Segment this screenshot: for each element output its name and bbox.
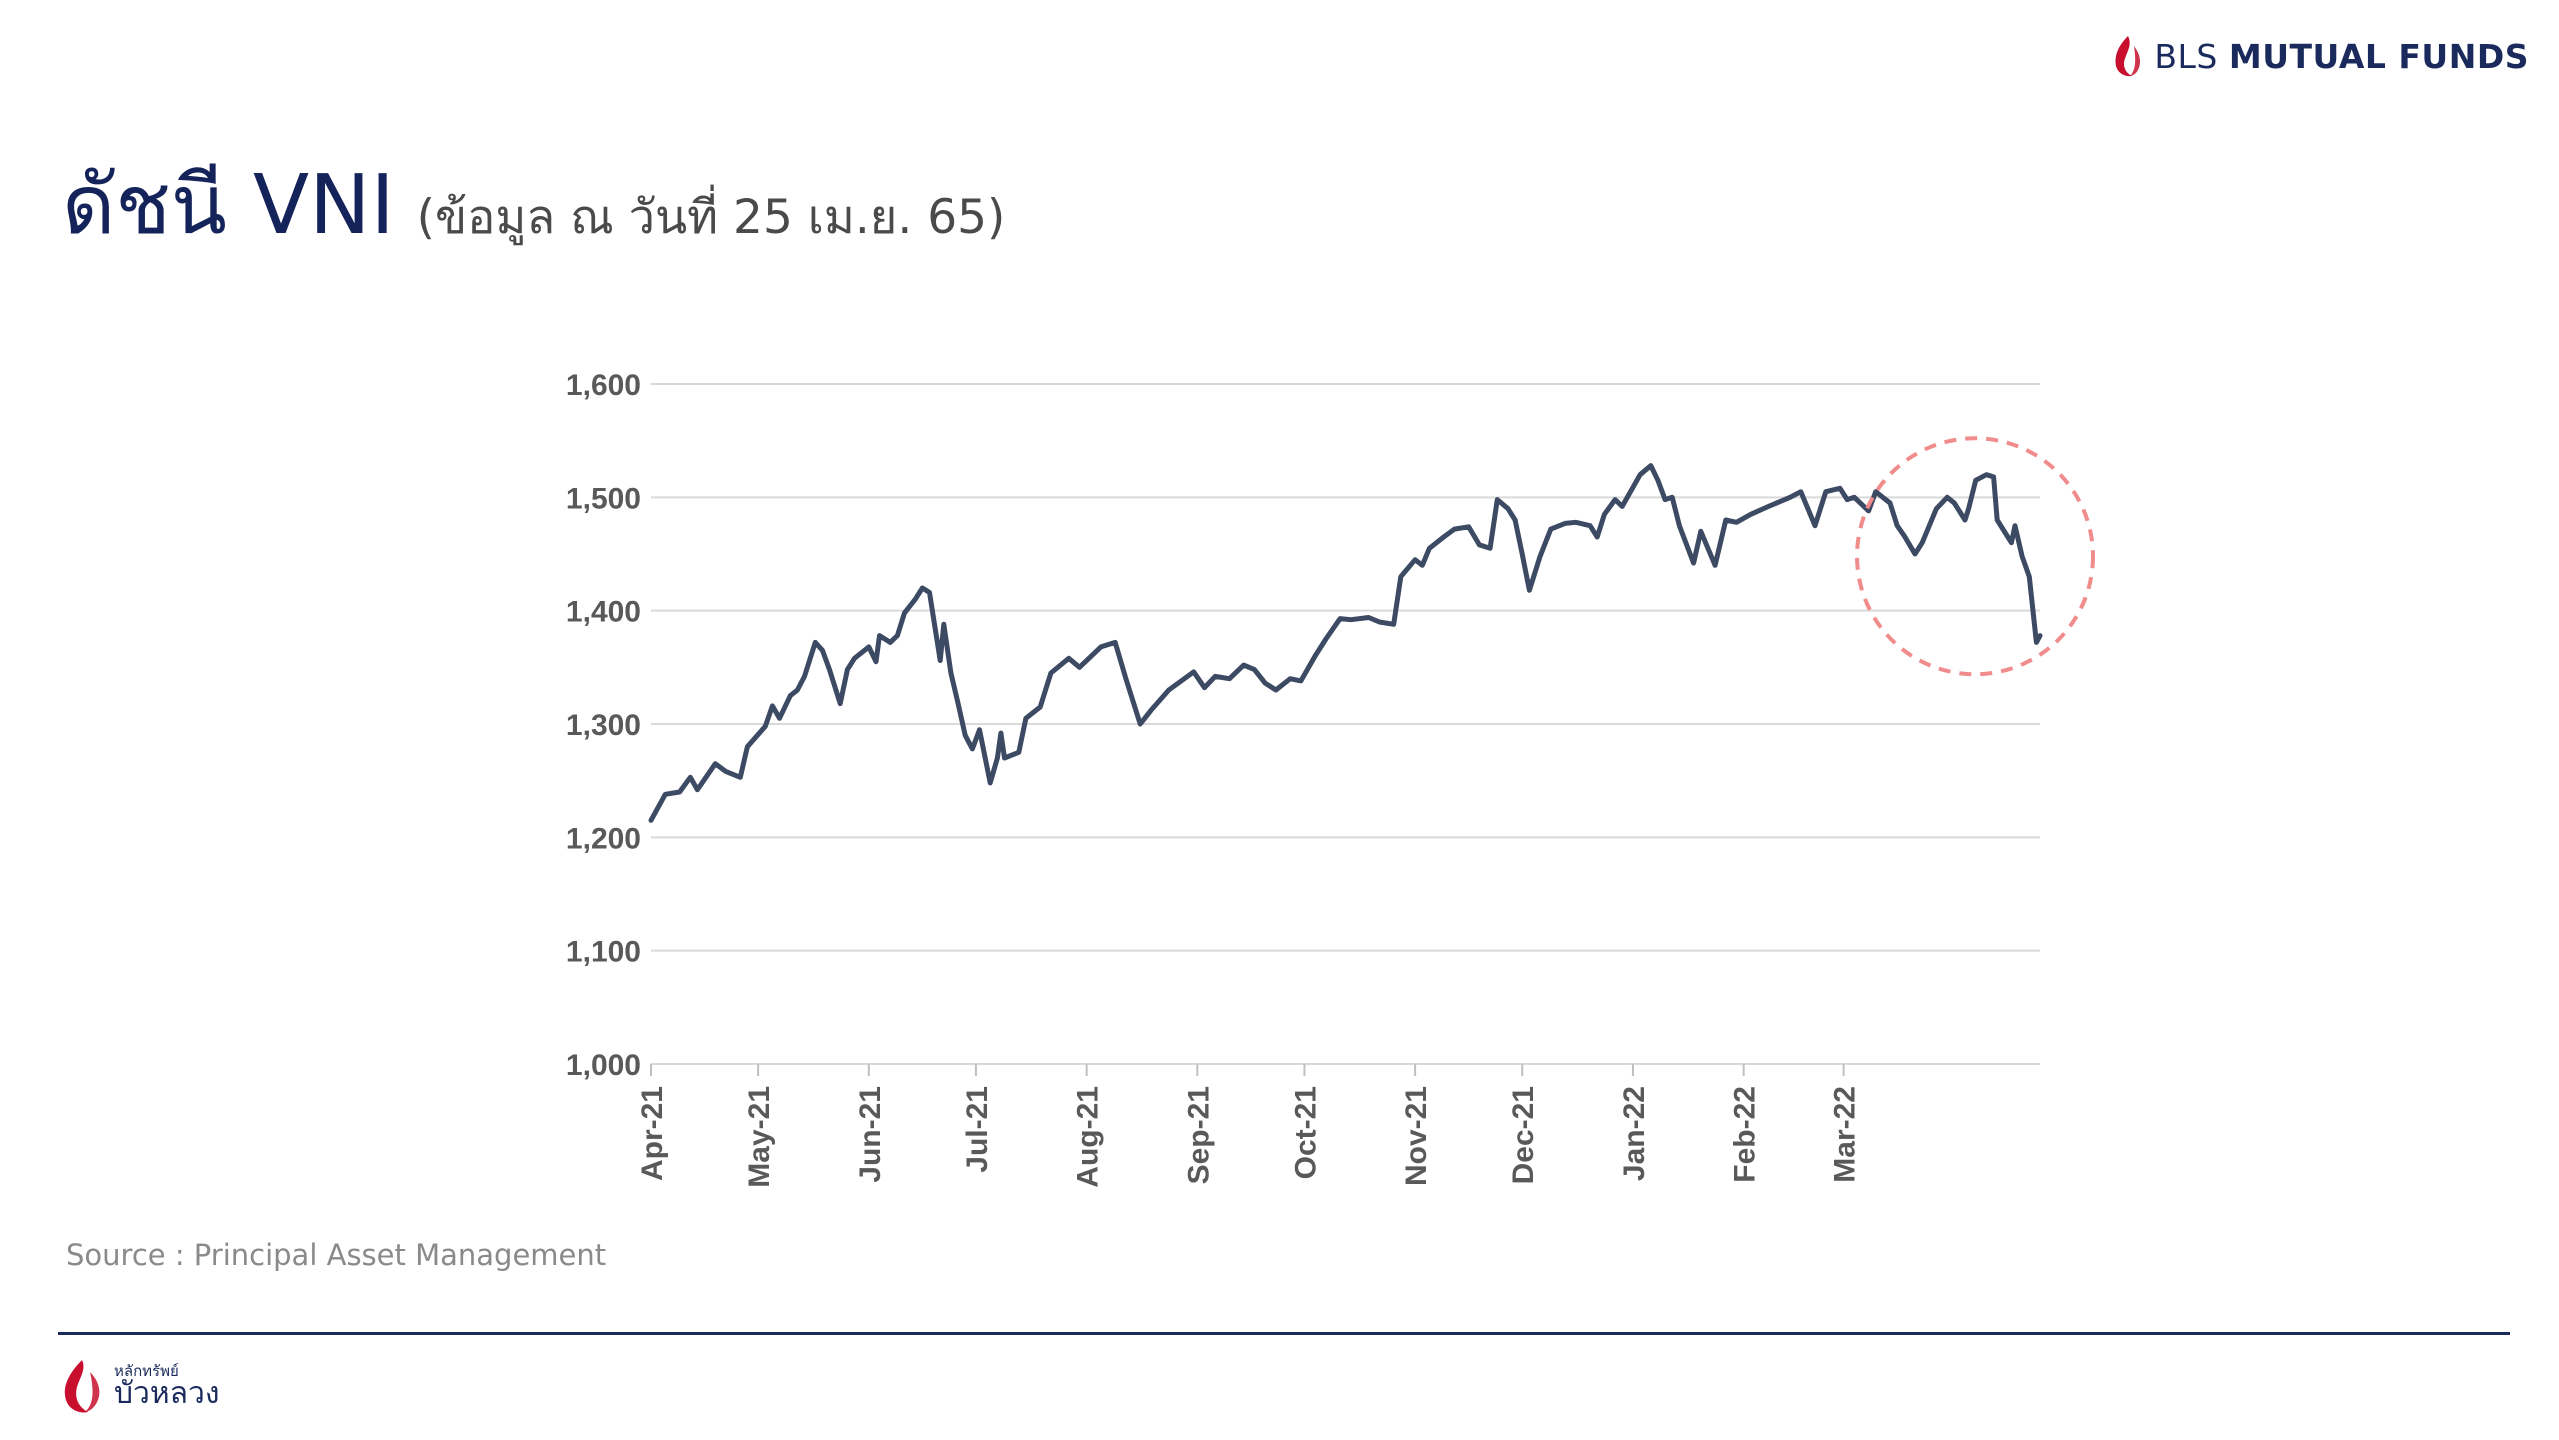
y-tick-label: 1,000 <box>566 1049 641 1082</box>
footer-divider <box>58 1332 2510 1335</box>
footer-logo-text: หลักทรัพย์ บัวหลวง <box>114 1363 220 1409</box>
x-tick-label: Aug-21 <box>1072 1086 1105 1188</box>
brand-header: BLS MUTUAL FUNDS <box>2110 34 2529 78</box>
title-main: ดัชนี VNI <box>62 158 395 253</box>
x-tick-label: Apr-21 <box>636 1086 669 1181</box>
brand-name: BLS MUTUAL FUNDS <box>2154 37 2529 76</box>
y-tick-label: 1,400 <box>566 596 641 629</box>
footer-logo-big: บัวหลวง <box>114 1376 220 1411</box>
footer-logo: หลักทรัพย์ บัวหลวง <box>56 1356 220 1416</box>
lotus-logo-icon <box>64 1360 100 1413</box>
x-tick-label: Nov-21 <box>1400 1086 1433 1186</box>
brand-light-text: BLS <box>2154 36 2218 76</box>
x-tick-label: Mar-22 <box>1829 1086 1862 1183</box>
title-date: (ข้อมูล ณ วันที่ 25 เม.ย. 65) <box>416 190 1006 245</box>
y-tick-label: 1,200 <box>566 822 641 855</box>
y-tick-label: 1,600 <box>566 369 641 402</box>
x-tick-label: Dec-21 <box>1507 1086 1540 1184</box>
source-note: Source : Principal Asset Management <box>66 1238 607 1272</box>
x-tick-label: Feb-22 <box>1729 1086 1762 1183</box>
y-tick-label: 1,300 <box>566 709 641 742</box>
footer-logo-small: หลักทรัพย์ <box>114 1362 179 1380</box>
page-title: ดัชนี VNI (ข้อมูล ณ วันที่ 25 เม.ย. 65) <box>62 140 1005 270</box>
x-tick-label: Jan-22 <box>1618 1086 1651 1181</box>
brand-bold-text: MUTUAL FUNDS <box>2228 36 2529 76</box>
bls-logo-icon <box>2115 36 2141 77</box>
vni-series-line <box>648 463 2043 823</box>
y-tick-label: 1,100 <box>566 936 641 969</box>
y-tick-label: 1,500 <box>566 482 641 515</box>
x-tick-label: Oct-21 <box>1289 1086 1322 1179</box>
x-tick-label: May-21 <box>743 1086 776 1188</box>
x-tick-label: Jun-21 <box>854 1086 887 1183</box>
x-tick-label: Sep-21 <box>1182 1086 1215 1184</box>
x-tick-label: Jul-21 <box>961 1086 994 1173</box>
highlight-circle <box>1855 436 2096 677</box>
